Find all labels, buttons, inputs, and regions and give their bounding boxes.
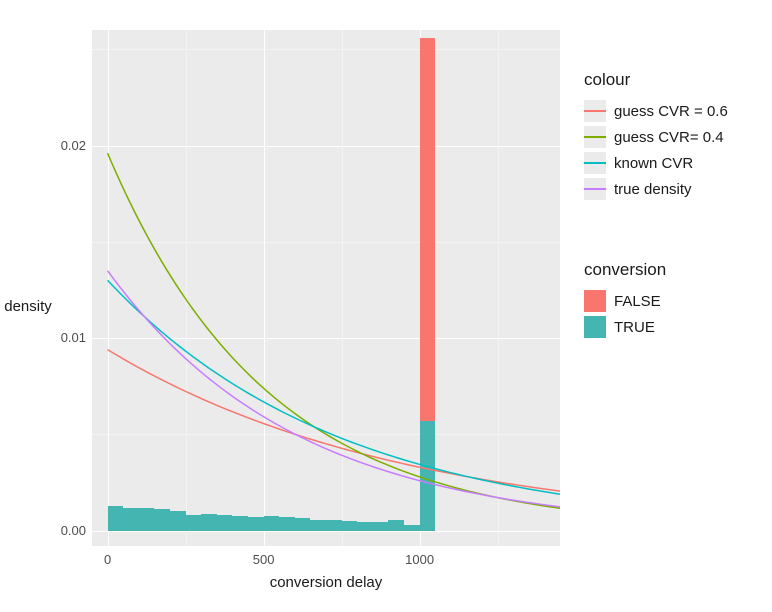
legend-key-line: [584, 152, 606, 174]
y-tick-label: 0.00: [61, 523, 86, 538]
y-axis-title: density: [18, 0, 38, 612]
legend-key-fill: [584, 316, 606, 338]
legend-colour: colour guess CVR = 0.6 guess CVR= 0.4 know…: [584, 70, 728, 202]
legend-conversion-item: FALSE: [584, 288, 666, 314]
legend-label: FALSE: [614, 293, 661, 310]
y-tick-label: 0.01: [61, 330, 86, 345]
legend-key-fill: [584, 290, 606, 312]
x-axis-title: conversion delay: [92, 574, 560, 591]
legend-label: true density: [614, 181, 692, 198]
legend-label: known CVR: [614, 155, 693, 172]
legend-colour-item: guess CVR = 0.6: [584, 98, 728, 124]
legend-conversion-item: TRUE: [584, 314, 666, 340]
legend-colour-title: colour: [584, 70, 728, 90]
legend-label: guess CVR = 0.6: [614, 103, 728, 120]
curve-guess-CVR-=-0.6: [108, 350, 560, 492]
curve-true-density: [108, 271, 560, 507]
figure: density conversion delay colour guess CV…: [0, 0, 772, 612]
x-tick-label: 1000: [405, 552, 435, 567]
legend-conversion-title: conversion: [584, 260, 666, 280]
legend-colour-item: true density: [584, 176, 728, 202]
y-tick-label: 0.02: [61, 138, 86, 153]
legend-conversion: conversion FALSE TRUE: [584, 260, 666, 340]
legend-key-line: [584, 100, 606, 122]
legend-key-line: [584, 178, 606, 200]
legend-label: guess CVR= 0.4: [614, 129, 724, 146]
legend-key-line: [584, 126, 606, 148]
x-tick-label: 500: [249, 552, 279, 567]
legend-colour-item: guess CVR= 0.4: [584, 124, 728, 150]
curve-guess-CVR=-0.4: [108, 153, 560, 508]
x-tick-label: 0: [93, 552, 123, 567]
legend-colour-item: known CVR: [584, 150, 728, 176]
legend-label: TRUE: [614, 319, 655, 336]
